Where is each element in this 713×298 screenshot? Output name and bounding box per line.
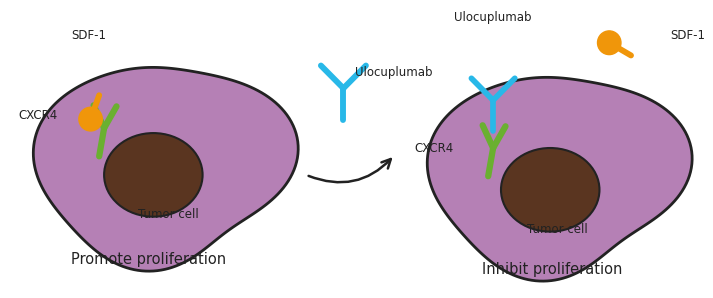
Text: Inhibit proliferation: Inhibit proliferation [482,263,622,277]
Ellipse shape [501,148,600,232]
Circle shape [79,107,102,131]
Text: CXCR4: CXCR4 [19,109,58,122]
Ellipse shape [104,133,202,217]
Text: SDF-1: SDF-1 [71,29,107,41]
Text: Ulocuplumab: Ulocuplumab [355,66,433,79]
Polygon shape [34,67,298,271]
Text: Tumor cell: Tumor cell [527,223,588,236]
Text: Promote proliferation: Promote proliferation [71,252,226,267]
FancyArrowPatch shape [309,159,391,182]
Text: SDF-1: SDF-1 [670,29,705,41]
Circle shape [597,31,621,55]
Polygon shape [427,77,692,281]
Text: Tumor cell: Tumor cell [138,208,198,221]
Text: CXCR4: CXCR4 [414,142,453,154]
Text: Ulocuplumab: Ulocuplumab [454,11,532,24]
